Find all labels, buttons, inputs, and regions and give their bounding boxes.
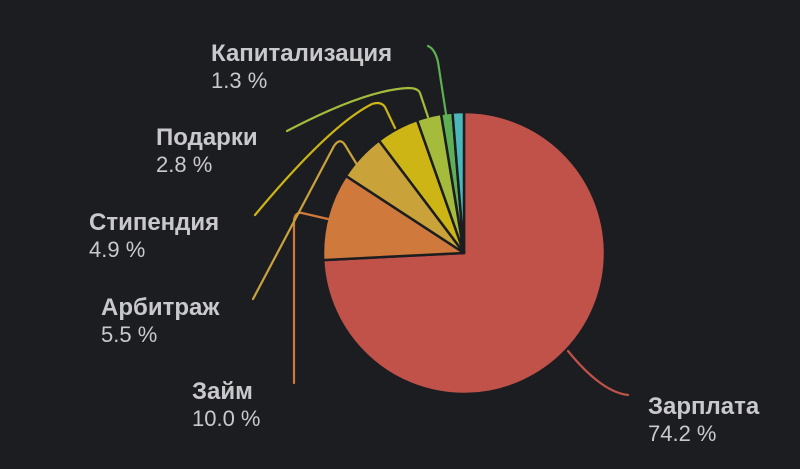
label-name: Зарплата bbox=[648, 393, 760, 420]
label-name: Капитализация bbox=[211, 40, 393, 67]
label-percent: 5.5 % bbox=[101, 321, 158, 347]
label-name: Стипендия bbox=[89, 209, 220, 236]
label-percent: 4.9 % bbox=[89, 236, 146, 262]
label-arbitrazh: Арбитраж 5.5 % bbox=[101, 294, 219, 347]
label-name: Подарки bbox=[156, 124, 258, 151]
leader-line-arbitrazh bbox=[251, 140, 361, 301]
label-podarki: Подарки 2.8 % bbox=[156, 124, 258, 177]
label-zarplata: Зарплата 74.2 % bbox=[648, 393, 759, 446]
leader-line-zarplata bbox=[566, 349, 630, 397]
pie-slice-unlabeled bbox=[451, 110, 466, 255]
label-percent: 10.0 % bbox=[192, 405, 261, 431]
label-zaim: Займ 10.0 % bbox=[192, 378, 261, 431]
leader-line-stipendiya bbox=[253, 101, 397, 217]
label-kapitalizaciya: Капитализация 1.3 % bbox=[211, 40, 392, 93]
pie-slice-1 bbox=[321, 174, 466, 262]
leader-lines bbox=[251, 44, 630, 397]
pie-slices bbox=[321, 110, 607, 396]
label-percent: 2.8 % bbox=[156, 151, 213, 177]
leader-line-kapitalizaciya bbox=[426, 44, 448, 116]
label-name: Займ bbox=[192, 378, 253, 405]
label-percent: 74.2 % bbox=[648, 420, 717, 446]
label-stipendiya: Стипендия 4.9 % bbox=[89, 209, 219, 262]
label-name: Арбитраж bbox=[101, 294, 220, 321]
label-percent: 1.3 % bbox=[211, 67, 268, 93]
leader-line-podarki bbox=[285, 86, 430, 133]
